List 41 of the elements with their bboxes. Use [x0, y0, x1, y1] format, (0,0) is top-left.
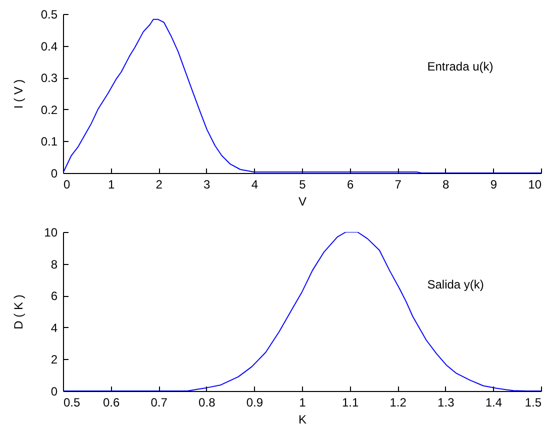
x-tick-label: 1.1 [342, 396, 359, 410]
y-tick-label: 0.5 [40, 8, 58, 22]
annotation: Entrada u(k) [427, 59, 494, 74]
x-tick-label: 1 [108, 178, 115, 192]
y-tick-label: 2 [50, 352, 58, 367]
y-tick-label: 0.1 [40, 134, 58, 149]
x-tick-label: 8 [442, 178, 450, 192]
x-tick-label: 0.5 [64, 396, 81, 410]
x-tick-label: 1 [299, 396, 306, 410]
x-tick-label: 1.2 [390, 396, 407, 410]
x-tick-label: 2 [156, 178, 163, 192]
y-tick-label: 0 [50, 166, 58, 180]
annotation: Salida y(k) [427, 277, 484, 292]
y-tick-label: 10 [44, 226, 58, 240]
y-tick-label: 8 [50, 257, 58, 272]
x-tick-label: 0.8 [198, 396, 216, 410]
y-tick-label: 0.2 [40, 102, 58, 117]
y-tick-label: 0.3 [40, 71, 58, 86]
y-tick-label: 6 [50, 289, 58, 304]
x-tick-label: 0 [64, 178, 70, 192]
x-tick-label: 1.3 [438, 396, 455, 410]
x-tick-label: 1.4 [485, 396, 502, 410]
x-tick-label: 0.9 [246, 396, 264, 410]
y-tick-label: 0 [50, 384, 58, 398]
x-tick-label: 10 [528, 178, 542, 192]
x-tick-label: 5 [299, 178, 306, 192]
x-tick-label: 1.5 [524, 396, 542, 410]
x-axis-title: V [298, 194, 307, 208]
x-tick-label: 0.7 [150, 396, 168, 410]
x-tick-label: 0.6 [102, 396, 120, 410]
x-tick-label: 3 [204, 178, 211, 192]
x-tick-label: 6 [346, 178, 354, 192]
y-axis-title: I ( V ) [12, 79, 26, 109]
x-axis-title: K [298, 412, 307, 426]
y-axis-title: D ( K ) [12, 294, 26, 330]
y-tick-label: 4 [50, 320, 58, 335]
x-tick-label: 7 [394, 178, 402, 192]
x-tick-label: 9 [490, 178, 498, 192]
line-series [63, 232, 541, 391]
y-tick-label: 0.4 [40, 39, 58, 54]
x-tick-label: 4 [251, 178, 258, 192]
